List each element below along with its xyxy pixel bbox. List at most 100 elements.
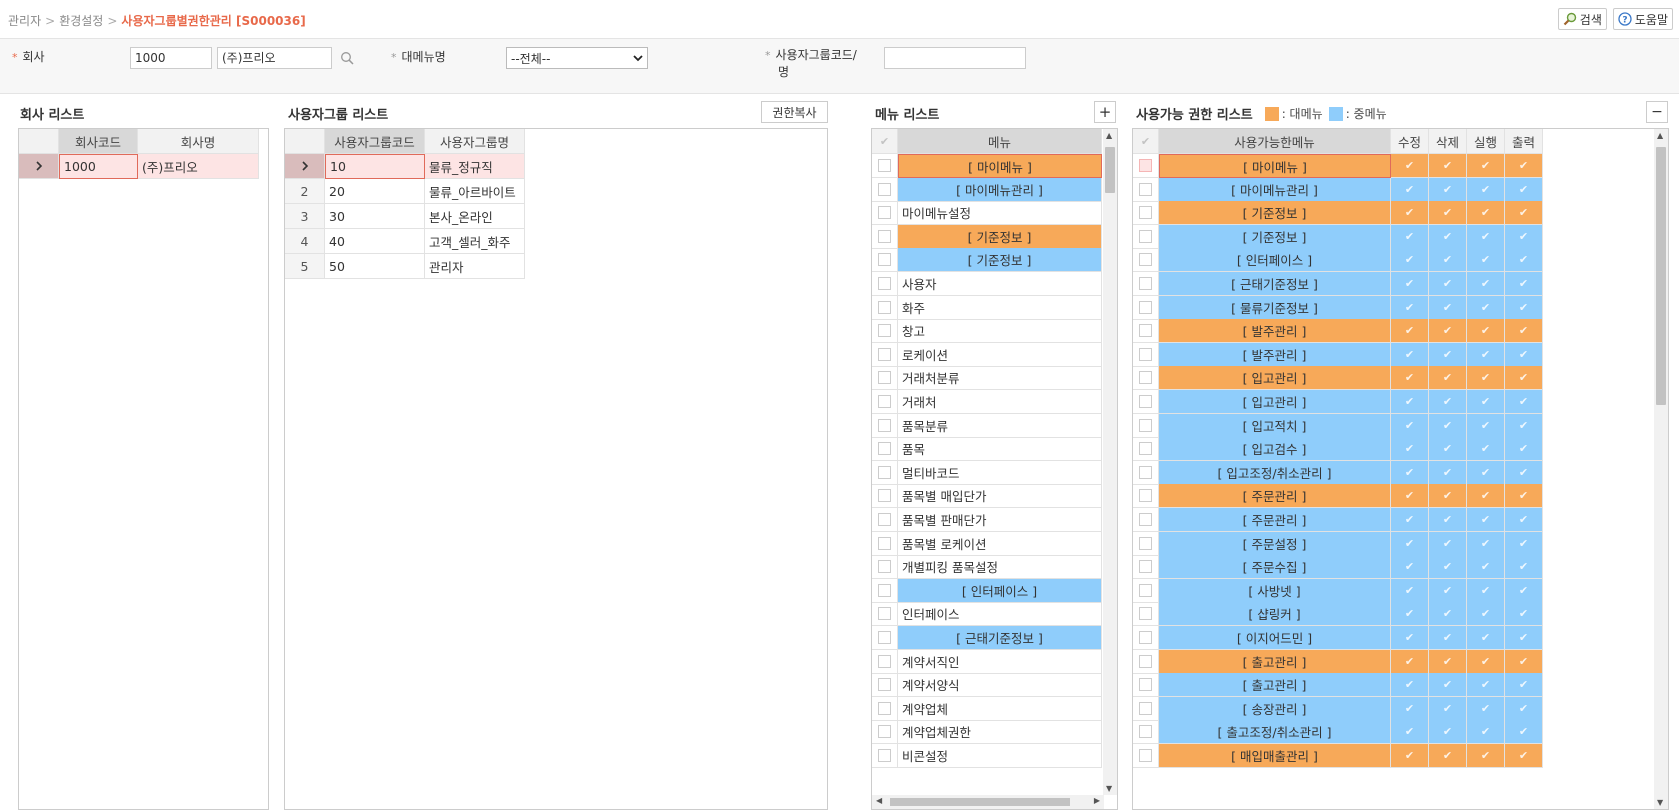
perm-edit-check[interactable]: ✔ — [1391, 744, 1429, 768]
menu-item-label[interactable]: [ 기준정보 ] — [898, 248, 1102, 273]
perm-delete-check[interactable]: ✔ — [1429, 649, 1467, 674]
perm-print-check[interactable]: ✔ — [1505, 696, 1543, 721]
column-header[interactable]: 사용자그룹명 — [425, 129, 525, 154]
list-item[interactable]: 거래처분류 — [872, 366, 1102, 391]
perm-edit-check[interactable]: ✔ — [1391, 649, 1429, 674]
perm-delete-check[interactable]: ✔ — [1429, 272, 1467, 296]
perm-run-check[interactable]: ✔ — [1467, 626, 1505, 650]
perm-edit-check[interactable]: ✔ — [1391, 720, 1429, 745]
table-row[interactable]: 10 물류_정규직 — [285, 154, 525, 179]
row-checkbox[interactable] — [1139, 371, 1152, 385]
perm-edit-check[interactable]: ✔ — [1391, 578, 1429, 603]
list-item[interactable]: [ 발주관리 ] ✔ ✔ ✔ ✔ — [1133, 342, 1543, 367]
column-header[interactable]: 삭제 — [1429, 129, 1467, 154]
list-item[interactable]: [ 출고관리 ] ✔ ✔ ✔ ✔ — [1133, 673, 1543, 698]
menu-item-label[interactable]: 거래처분류 — [898, 366, 1102, 391]
perm-delete-check[interactable]: ✔ — [1429, 413, 1467, 438]
list-item[interactable]: 품목별 판매단가 — [872, 508, 1102, 532]
row-checkbox[interactable] — [878, 654, 891, 668]
perm-edit-check[interactable]: ✔ — [1391, 673, 1429, 698]
table-row[interactable]: 5 50 관리자 — [285, 254, 525, 279]
perm-print-check[interactable]: ✔ — [1505, 673, 1543, 698]
row-checkbox[interactable] — [878, 631, 891, 644]
list-item[interactable]: 창고 — [872, 319, 1102, 344]
list-item[interactable]: [ 입고적치 ] ✔ ✔ ✔ ✔ — [1133, 413, 1543, 438]
scroll-down-icon[interactable]: ▼ — [1106, 784, 1113, 793]
perm-print-check[interactable]: ✔ — [1505, 201, 1543, 226]
scroll-thumb[interactable] — [890, 798, 1070, 806]
perm-run-check[interactable]: ✔ — [1467, 390, 1505, 414]
list-item[interactable]: 품목별 로케이션 — [872, 531, 1102, 556]
row-checkbox[interactable] — [878, 300, 891, 314]
perm-edit-check[interactable]: ✔ — [1391, 295, 1429, 320]
perm-print-check[interactable]: ✔ — [1505, 484, 1543, 509]
perm-edit-check[interactable]: ✔ — [1391, 154, 1429, 178]
perm-run-check[interactable]: ✔ — [1467, 154, 1505, 178]
list-item[interactable]: [ 발주관리 ] ✔ ✔ ✔ ✔ — [1133, 319, 1543, 344]
list-item[interactable]: [ 주문관리 ] ✔ ✔ ✔ ✔ — [1133, 508, 1543, 532]
perm-delete-check[interactable]: ✔ — [1429, 673, 1467, 698]
row-checkbox[interactable] — [878, 489, 891, 503]
menu-item-label[interactable]: 인터페이스 — [898, 602, 1102, 627]
menu-item-label[interactable]: 계약서직인 — [898, 649, 1102, 674]
select-all-check[interactable]: ✔ — [872, 129, 898, 154]
column-header[interactable]: 회사코드 — [59, 129, 138, 154]
perm-print-check[interactable]: ✔ — [1505, 460, 1543, 485]
help-button[interactable]: ? 도움말 — [1612, 8, 1673, 30]
table-row[interactable]: 1000 (주)프리오 — [19, 154, 259, 179]
column-header[interactable]: 출력 — [1505, 129, 1543, 154]
perm-edit-check[interactable]: ✔ — [1391, 248, 1429, 273]
perm-print-check[interactable]: ✔ — [1505, 531, 1543, 556]
list-item[interactable]: [ 근태기준정보 ] — [872, 626, 1102, 650]
perm-delete-check[interactable]: ✔ — [1429, 555, 1467, 580]
perm-delete-check[interactable]: ✔ — [1429, 437, 1467, 462]
perm-run-check[interactable]: ✔ — [1467, 744, 1505, 768]
row-checkbox[interactable] — [878, 324, 891, 338]
row-checkbox[interactable] — [1139, 489, 1152, 503]
perm-delete-check[interactable]: ✔ — [1429, 720, 1467, 745]
perm-print-check[interactable]: ✔ — [1505, 602, 1543, 627]
perm-delete-check[interactable]: ✔ — [1429, 578, 1467, 603]
breadcrumb-root[interactable]: 관리자 — [8, 14, 42, 28]
row-checkbox[interactable] — [1139, 607, 1152, 621]
list-item[interactable]: [ 출고조정/취소관리 ] ✔ ✔ ✔ ✔ — [1133, 720, 1543, 745]
group-code-cell[interactable]: 20 — [325, 179, 425, 204]
perm-run-check[interactable]: ✔ — [1467, 319, 1505, 344]
perm-print-check[interactable]: ✔ — [1505, 154, 1543, 178]
copy-permission-button[interactable]: 권한복사 — [761, 101, 828, 123]
perm-run-check[interactable]: ✔ — [1467, 177, 1505, 202]
menu-item-label[interactable]: 화주 — [898, 295, 1102, 320]
row-checkbox[interactable] — [878, 749, 891, 762]
column-header[interactable]: 메뉴 — [898, 129, 1102, 154]
list-item[interactable]: [ 인터페이스 ] — [872, 578, 1102, 603]
list-item[interactable]: [ 주문설정 ] ✔ ✔ ✔ ✔ — [1133, 531, 1543, 556]
menu-item-label[interactable]: 품목별 매입단가 — [898, 484, 1102, 509]
perm-print-check[interactable]: ✔ — [1505, 177, 1543, 202]
list-item[interactable]: 계약업체 — [872, 696, 1102, 721]
row-checkbox[interactable] — [878, 560, 891, 574]
list-item[interactable]: [ 기준정보 ] ✔ ✔ ✔ ✔ — [1133, 224, 1543, 249]
scroll-down-icon[interactable]: ▼ — [1657, 798, 1664, 807]
perm-run-check[interactable]: ✔ — [1467, 272, 1505, 296]
search-button[interactable]: 검색 — [1557, 8, 1607, 30]
row-checkbox[interactable] — [1139, 395, 1152, 408]
menu-item-label[interactable]: 개별피킹 품목설정 — [898, 555, 1102, 580]
menu-item-label[interactable]: 거래처 — [898, 390, 1102, 414]
perm-edit-check[interactable]: ✔ — [1391, 201, 1429, 226]
perm-edit-check[interactable]: ✔ — [1391, 437, 1429, 462]
perm-edit-check[interactable]: ✔ — [1391, 484, 1429, 509]
perm-vertical-scrollbar[interactable]: ▲ ▼ — [1654, 129, 1668, 809]
list-item[interactable]: [ 마이메뉴관리 ] ✔ ✔ ✔ ✔ — [1133, 177, 1543, 202]
row-checkbox[interactable] — [1139, 749, 1152, 762]
menu-item-label[interactable]: 품목별 판매단가 — [898, 508, 1102, 532]
row-checkbox[interactable] — [1139, 536, 1152, 550]
perm-print-check[interactable]: ✔ — [1505, 295, 1543, 320]
perm-edit-check[interactable]: ✔ — [1391, 177, 1429, 202]
table-row[interactable]: 3 30 본사_온라인 — [285, 204, 525, 229]
group-name-cell[interactable]: 물류_정규직 — [425, 154, 525, 179]
perm-edit-check[interactable]: ✔ — [1391, 531, 1429, 556]
perm-print-check[interactable]: ✔ — [1505, 413, 1543, 438]
row-checkbox[interactable] — [878, 701, 891, 715]
row-checkbox[interactable] — [878, 347, 891, 361]
perm-edit-check[interactable]: ✔ — [1391, 224, 1429, 249]
